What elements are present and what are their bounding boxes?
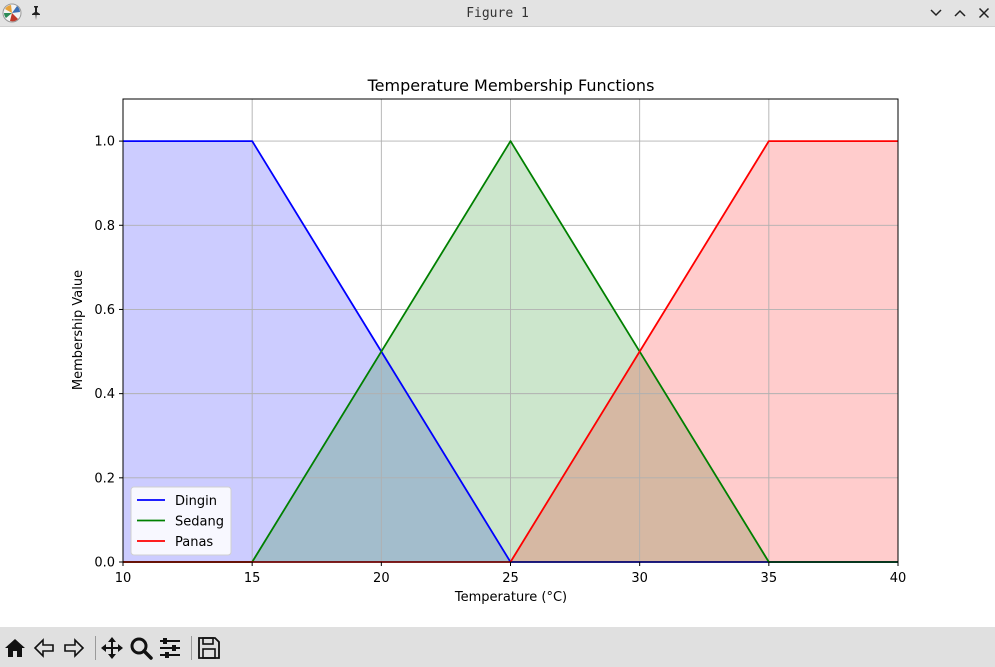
zoom-icon[interactable] — [128, 635, 154, 661]
x-tick-label: 10 — [115, 571, 132, 586]
chevron-down-icon[interactable] — [928, 5, 944, 21]
window-title: Figure 1 — [466, 6, 529, 21]
close-icon[interactable] — [976, 5, 992, 21]
legend: Dingin Sedang Panas — [130, 486, 232, 556]
y-tick-label: 1.0 — [94, 135, 115, 150]
home-icon[interactable] — [2, 635, 28, 661]
x-tick-label: 30 — [631, 571, 648, 586]
configure-subplots-icon[interactable] — [157, 635, 183, 661]
y-tick-label: 0.6 — [94, 303, 115, 318]
pin-icon[interactable] — [29, 5, 43, 21]
figure-canvas[interactable]: 10 15 20 25 30 35 40 0.0 0.2 0.4 0.6 0.8 1.0 Temperat… — [0, 27, 995, 627]
pan-icon[interactable] — [99, 635, 125, 661]
save-icon[interactable] — [196, 635, 222, 661]
membership-chart: 10 15 20 25 30 35 40 0.0 0.2 0.4 0.6 0.8 1.0 Temperat… — [71, 76, 907, 605]
legend-box — [130, 486, 232, 556]
x-tick-label: 20 — [373, 571, 390, 586]
y-tick-label: 0.0 — [94, 556, 115, 571]
forward-icon[interactable] — [61, 635, 87, 661]
navigation-toolbar — [0, 627, 995, 667]
y-tick-label: 0.8 — [94, 219, 115, 234]
toolbar-separator — [95, 636, 96, 660]
x-tick-label: 40 — [890, 571, 907, 586]
chart-title: Temperature Membership Functions — [367, 76, 655, 95]
x-axis-label: Temperature (°C) — [454, 590, 567, 605]
back-icon[interactable] — [31, 635, 57, 661]
chevron-up-icon[interactable] — [952, 5, 968, 21]
legend-label-dingin: Dingin — [175, 494, 217, 509]
y-tick-label: 0.2 — [94, 471, 115, 486]
x-tick-label: 15 — [244, 571, 261, 586]
y-tick-label: 0.4 — [94, 387, 115, 402]
x-tick-label: 35 — [761, 571, 778, 586]
x-tick-label: 25 — [502, 571, 519, 586]
matplotlib-app-icon — [2, 3, 22, 23]
toolbar-separator — [191, 636, 192, 660]
title-bar: Figure 1 — [0, 0, 995, 27]
legend-label-sedang: Sedang — [175, 515, 224, 530]
y-axis-label: Membership Value — [71, 270, 86, 390]
legend-label-panas: Panas — [175, 535, 213, 550]
